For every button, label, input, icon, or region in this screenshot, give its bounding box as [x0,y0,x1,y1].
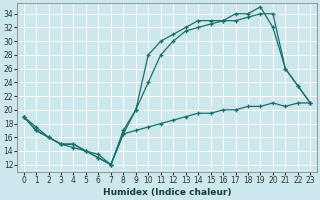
X-axis label: Humidex (Indice chaleur): Humidex (Indice chaleur) [103,188,231,197]
